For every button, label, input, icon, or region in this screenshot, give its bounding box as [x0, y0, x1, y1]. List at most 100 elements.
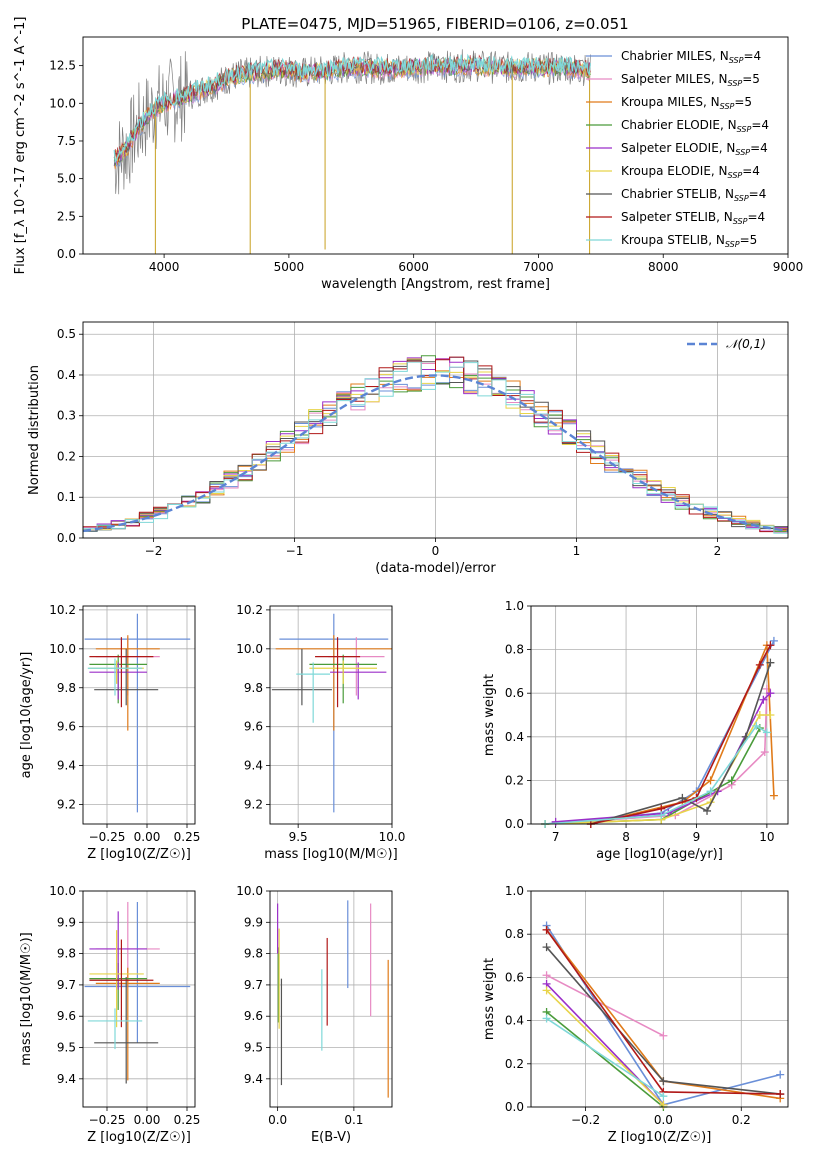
y-tick-label: 9.4 — [57, 1072, 76, 1086]
y-tick-label: 10.2 — [49, 603, 76, 617]
y-tick-label: 9.8 — [57, 681, 76, 695]
x-tick-label: 0.25 — [174, 1113, 201, 1127]
axes-frame — [82, 605, 196, 825]
data-marker — [678, 793, 687, 802]
x-tick-label: 0 — [432, 544, 440, 558]
mass-weight-line — [545, 640, 775, 825]
data-marker — [752, 721, 761, 730]
data-marker — [706, 776, 715, 785]
y-tick-label: 10.0 — [49, 96, 76, 110]
x-axis-label: Z [log10(Z/Z☉)] — [87, 1130, 191, 1145]
panel-massweight_vs_z: −0.2 0.0 0.2 0.0 0.2 0.4 0.6 0.8 1.0 Z [log10(Z/Z… — [482, 884, 789, 1145]
y-tick-label: 0.2 — [505, 1057, 524, 1071]
x-tick-label: 9 — [693, 830, 701, 844]
data-marker — [766, 641, 775, 650]
legend-entry-label: Chabrier ELODIE, NSSP=4 — [621, 118, 769, 134]
y-tick-label: 1.0 — [505, 884, 524, 898]
x-tick-label: 9000 — [773, 260, 804, 274]
y-tick-label: 0.0 — [57, 247, 76, 261]
gridlines — [531, 605, 788, 825]
data-marker — [659, 1077, 668, 1086]
axes-frame — [269, 605, 393, 825]
panel-massweight_vs_age: 7 8 9 10 0.0 0.2 0.4 0.6 0.8 1.0 age [log10(age/yr… — [482, 599, 789, 862]
y-tick-label: 9.2 — [57, 798, 76, 812]
x-tick-label: 8000 — [648, 260, 679, 274]
data-marker — [769, 791, 778, 800]
panel-spectrum: 4000 5000 6000 7000 8000 9000 0.0 2.5 5.0 7.5 10.0… — [13, 17, 803, 292]
x-tick-label: 0.00 — [134, 830, 161, 844]
y-tick-label: 0.1 — [57, 490, 76, 504]
y-axis-label: Normed distribution — [27, 365, 42, 495]
y-tick-label: 9.5 — [57, 1041, 76, 1055]
axes-frame — [82, 890, 196, 1108]
y-tick-label: 0.4 — [505, 730, 524, 744]
legend-entry-label: Salpeter ELODIE, NSSP=4 — [621, 141, 768, 157]
mass-weight-line — [546, 989, 664, 1106]
data-marker — [766, 711, 775, 719]
axes-frame — [530, 890, 789, 1108]
x-tick-label: 7 — [552, 830, 560, 844]
y-axis-label: mass [log10(M/M☉)] — [19, 932, 34, 1065]
y-tick-label: 9.2 — [244, 798, 263, 812]
spectrum-lines — [113, 49, 591, 254]
plot-area — [84, 613, 191, 813]
x-axis-label: wavelength [Angstrom, rest frame] — [321, 277, 550, 292]
y-tick-label: 0.8 — [505, 927, 524, 941]
x-tick-label: −0.2 — [571, 1113, 600, 1127]
y-tick-label: 0.0 — [505, 817, 524, 831]
data-marker — [542, 943, 551, 952]
legend-entry-label: Kroupa STELIB, NSSP=5 — [621, 233, 757, 249]
data-marker — [706, 787, 715, 796]
y-tick-label: 9.6 — [57, 720, 76, 734]
x-tick-label: 0.1 — [344, 1113, 363, 1127]
x-tick-label: 1 — [573, 544, 581, 558]
plot-area — [271, 613, 392, 813]
y-axis-label: age [log10(age/yr)] — [19, 652, 34, 779]
data-marker — [776, 1070, 785, 1079]
data-marker — [657, 811, 666, 820]
legend-entry-label: 𝒩(0,1) — [726, 337, 766, 351]
y-tick-label: 9.4 — [57, 759, 76, 773]
y-tick-label: 9.8 — [57, 947, 76, 961]
normal-curve — [82, 374, 789, 533]
data-marker — [762, 728, 771, 737]
y-tick-label: 0.0 — [505, 1100, 524, 1114]
plot-area — [84, 901, 191, 1084]
plot-area — [113, 49, 591, 254]
data-marker — [659, 1100, 668, 1109]
legend-entry-label: Chabrier MILES, NSSP=4 — [621, 49, 761, 65]
axes-frame — [530, 605, 789, 825]
data-marker — [703, 806, 712, 815]
data-marker — [755, 660, 764, 669]
y-tick-label: 9.9 — [57, 915, 76, 929]
data-marker — [755, 711, 764, 719]
model-spectrum — [113, 59, 591, 167]
y-tick-label: 12.5 — [49, 59, 76, 73]
model-spectrum — [113, 53, 591, 164]
y-tick-label: 0.6 — [505, 686, 524, 700]
y-tick-label: 10.0 — [49, 642, 76, 656]
mass-weight-line — [546, 1011, 664, 1108]
gridlines — [270, 890, 392, 1107]
x-axis-label: mass [log10(M/M☉)] — [264, 847, 397, 862]
data-marker — [759, 695, 768, 704]
data-marker — [542, 925, 551, 934]
data-marker — [776, 1090, 785, 1099]
data-marker — [551, 817, 560, 826]
mass-weight-line — [590, 644, 772, 825]
data-marker — [659, 1092, 668, 1101]
data-marker — [659, 1031, 668, 1040]
y-tick-label: 0.4 — [57, 368, 76, 382]
mass-weight-line — [546, 1017, 664, 1097]
x-tick-label: 10 — [759, 830, 774, 844]
mass-weight-line — [545, 688, 768, 825]
data-marker — [542, 986, 551, 995]
x-axis-label: age [log10(age/yr)] — [596, 847, 723, 862]
y-tick-label: 9.9 — [244, 915, 263, 929]
plot-area — [82, 355, 789, 538]
legend-entry-label: Chabrier STELIB, NSSP=4 — [621, 187, 766, 203]
legend: 𝒩(0,1) — [687, 337, 766, 351]
y-tick-label: 7.5 — [57, 134, 76, 148]
y-axis-label: Flux [f_λ 10^-17 erg cm^-2 s^-1 A^-1] — [13, 17, 28, 275]
y-tick-label: 9.6 — [244, 720, 263, 734]
